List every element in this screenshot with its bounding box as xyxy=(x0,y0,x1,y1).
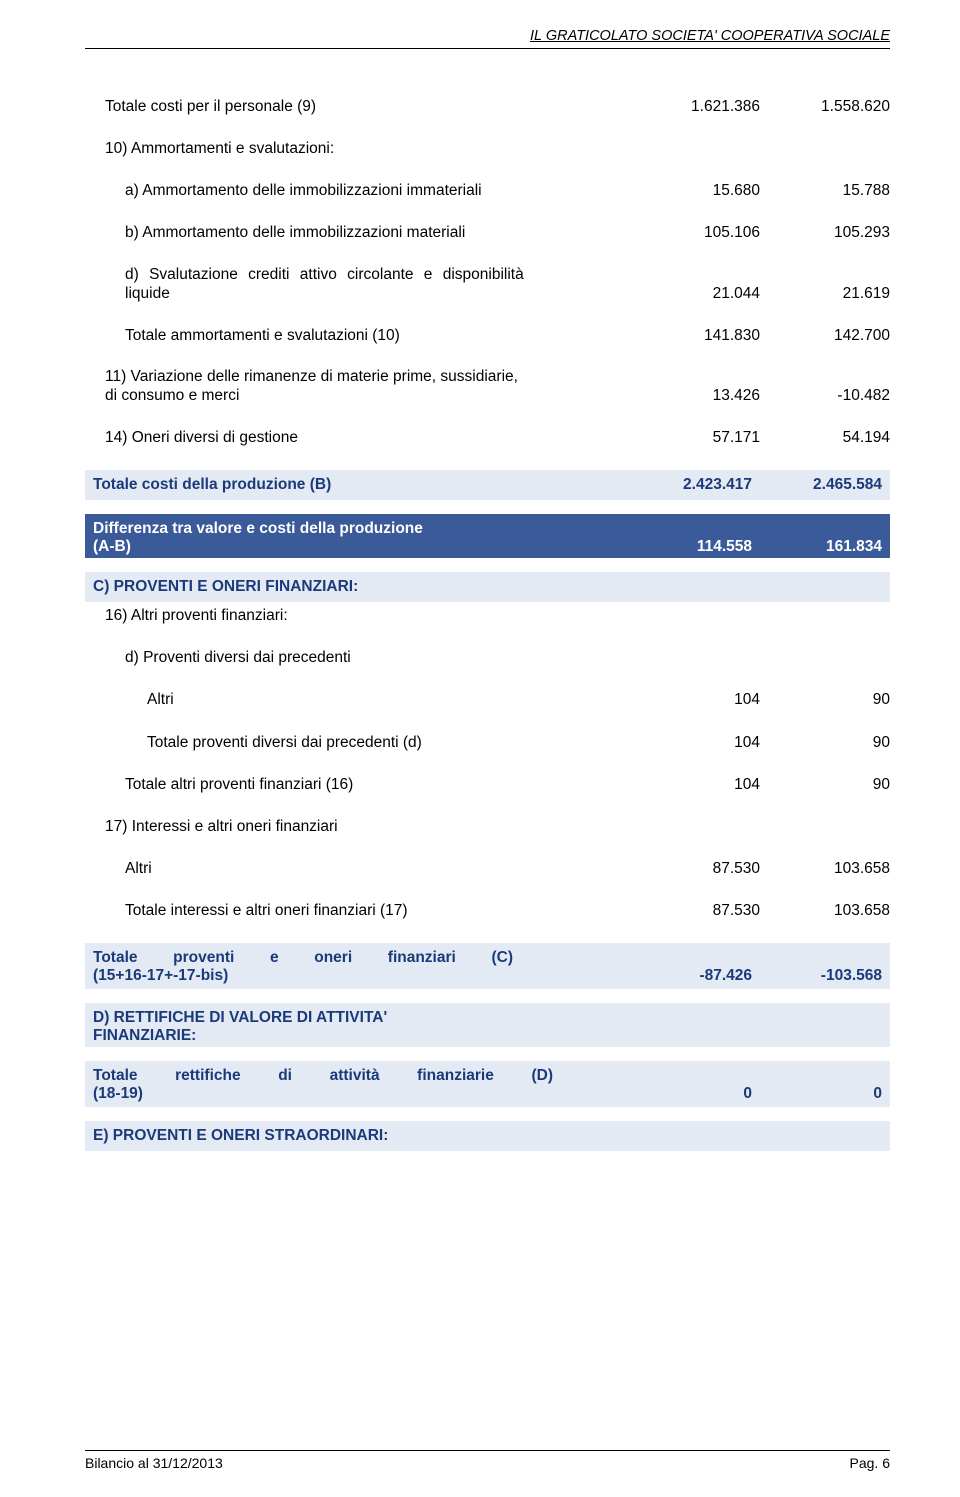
col2: 0 xyxy=(752,1085,882,1103)
label: Totale costi per il personale (9) xyxy=(105,97,630,117)
band-totale-proventi-oneri-c: Totale proventi e oneri finanziari (C) (… xyxy=(85,943,890,989)
col2: 161.834 xyxy=(752,538,882,556)
label: Totale proventi diversi dai precedenti (… xyxy=(147,733,630,753)
row-variazione-rimanenze-line2: di consumo e merci 13.426 -10.482 xyxy=(85,386,890,406)
col2: 142.700 xyxy=(760,326,890,346)
footer-left: Bilancio al 31/12/2013 xyxy=(85,1455,223,1471)
row-oneri-diversi-gestione: 14) Oneri diversi di gestione 57.171 54.… xyxy=(85,428,890,448)
col2: 1.558.620 xyxy=(760,97,890,117)
col1: 114.558 xyxy=(622,538,752,556)
section-e-heading: E) PROVENTI E ONERI STRAORDINARI: xyxy=(85,1121,890,1151)
section-c-heading: C) PROVENTI E ONERI FINANZIARI: xyxy=(85,572,890,602)
row-totale-proventi-diversi: Totale proventi diversi dai precedenti (… xyxy=(85,733,890,753)
band-differenza-ab: Differenza tra valore e costi della prod… xyxy=(85,514,890,558)
row-ammortamento-immateriali: a) Ammortamento delle immobilizzazioni i… xyxy=(85,181,890,201)
footer: Bilancio al 31/12/2013 Pag. 6 xyxy=(85,1450,890,1471)
label: 10) Ammortamenti e svalutazioni: xyxy=(105,139,890,159)
band-totale-costi-produzione: Totale costi della produzione (B) 2.423.… xyxy=(85,470,890,500)
label-line2: (A-B) xyxy=(93,538,622,556)
row-ammortamento-materiali: b) Ammortamento delle immobilizzazioni m… xyxy=(85,223,890,243)
label-line1: Totale proventi e oneri finanziari (C) xyxy=(93,949,513,967)
col1: 105.106 xyxy=(630,223,760,243)
col2: -10.482 xyxy=(760,386,890,406)
row-totale-costi-personale: Totale costi per il personale (9) 1.621.… xyxy=(85,97,890,117)
col2: 2.465.584 xyxy=(752,476,882,494)
label: di consumo e merci xyxy=(105,386,630,406)
label-line2: (18-19) xyxy=(93,1085,622,1103)
label: 16) Altri proventi finanziari: xyxy=(105,606,890,626)
col1: 57.171 xyxy=(630,428,760,448)
col1: 1.621.386 xyxy=(630,97,760,117)
col1: 104 xyxy=(630,775,760,795)
col1: 141.830 xyxy=(630,326,760,346)
row-altri-proventi-finanziari-header: 16) Altri proventi finanziari: xyxy=(85,606,890,626)
label: Totale altri proventi finanziari (16) xyxy=(125,775,630,795)
col2: 21.619 xyxy=(760,284,890,304)
label-line1: D) RETTIFICHE DI VALORE DI ATTIVITA' xyxy=(93,1009,882,1027)
header-rule xyxy=(85,48,890,49)
col1: 104 xyxy=(630,733,760,753)
label-line2: (15+16-17+-17-bis) xyxy=(93,967,622,985)
row-interessi-oneri-header: 17) Interessi e altri oneri finanziari xyxy=(85,817,890,837)
label: 17) Interessi e altri oneri finanziari xyxy=(105,817,890,837)
label: Altri xyxy=(125,859,630,879)
col1: 21.044 xyxy=(630,284,760,304)
col1: 2.423.417 xyxy=(622,476,752,494)
col1: 104 xyxy=(630,690,760,710)
col1: 13.426 xyxy=(630,386,760,406)
label: d) Proventi diversi dai precedenti xyxy=(125,648,890,668)
band-totale-rettifiche-d: Totale rettifiche di attività finanziari… xyxy=(85,1061,890,1107)
col1: -87.426 xyxy=(622,967,752,985)
col2: 105.293 xyxy=(760,223,890,243)
col1: 87.530 xyxy=(630,859,760,879)
row-svalutazione-crediti-line2: liquide 21.044 21.619 xyxy=(85,284,890,304)
label: liquide xyxy=(125,284,630,304)
label-line1: Differenza tra valore e costi della prod… xyxy=(93,520,882,538)
col1: 0 xyxy=(622,1085,752,1103)
row-totale-ammortamenti: Totale ammortamenti e svalutazioni (10) … xyxy=(85,326,890,346)
row-proventi-altri: Altri 104 90 xyxy=(85,690,890,710)
label: Totale costi della produzione (B) xyxy=(93,476,622,494)
col2: 90 xyxy=(760,775,890,795)
col1: 15.680 xyxy=(630,181,760,201)
label-line1: Totale rettifiche di attività finanziari… xyxy=(93,1067,553,1085)
col2: 54.194 xyxy=(760,428,890,448)
col2: 15.788 xyxy=(760,181,890,201)
row-totale-interessi-oneri: Totale interessi e altri oneri finanziar… xyxy=(85,901,890,921)
col1: 87.530 xyxy=(630,901,760,921)
label-line2: FINANZIARIE: xyxy=(93,1027,882,1045)
page: IL GRATICOLATO SOCIETA' COOPERATIVA SOCI… xyxy=(0,0,960,1497)
label: a) Ammortamento delle immobilizzazioni i… xyxy=(125,181,630,201)
doc-header-title: IL GRATICOLATO SOCIETA' COOPERATIVA SOCI… xyxy=(85,28,890,44)
section-d-heading: D) RETTIFICHE DI VALORE DI ATTIVITA' FIN… xyxy=(85,1003,890,1047)
col2: 103.658 xyxy=(760,859,890,879)
footer-rule xyxy=(85,1450,890,1451)
col2: -103.568 xyxy=(752,967,882,985)
label: Altri xyxy=(147,690,630,710)
col2: 90 xyxy=(760,690,890,710)
footer-right: Pag. 6 xyxy=(850,1455,890,1471)
row-svalutazione-crediti-line1: d) Svalutazione crediti attivo circolant… xyxy=(85,266,890,284)
row-ammortamenti-svalutazioni-header: 10) Ammortamenti e svalutazioni: xyxy=(85,139,890,159)
row-proventi-diversi-precedenti-header: d) Proventi diversi dai precedenti xyxy=(85,648,890,668)
row-interessi-altri: Altri 87.530 103.658 xyxy=(85,859,890,879)
row-variazione-rimanenze-line1: 11) Variazione delle rimanenze di materi… xyxy=(85,368,890,386)
label: Totale ammortamenti e svalutazioni (10) xyxy=(125,326,630,346)
row-totale-altri-proventi-finanziari: Totale altri proventi finanziari (16) 10… xyxy=(85,775,890,795)
col2: 103.658 xyxy=(760,901,890,921)
col2: 90 xyxy=(760,733,890,753)
label: b) Ammortamento delle immobilizzazioni m… xyxy=(125,223,630,243)
label: Totale interessi e altri oneri finanziar… xyxy=(125,901,630,921)
label: 14) Oneri diversi di gestione xyxy=(105,428,630,448)
